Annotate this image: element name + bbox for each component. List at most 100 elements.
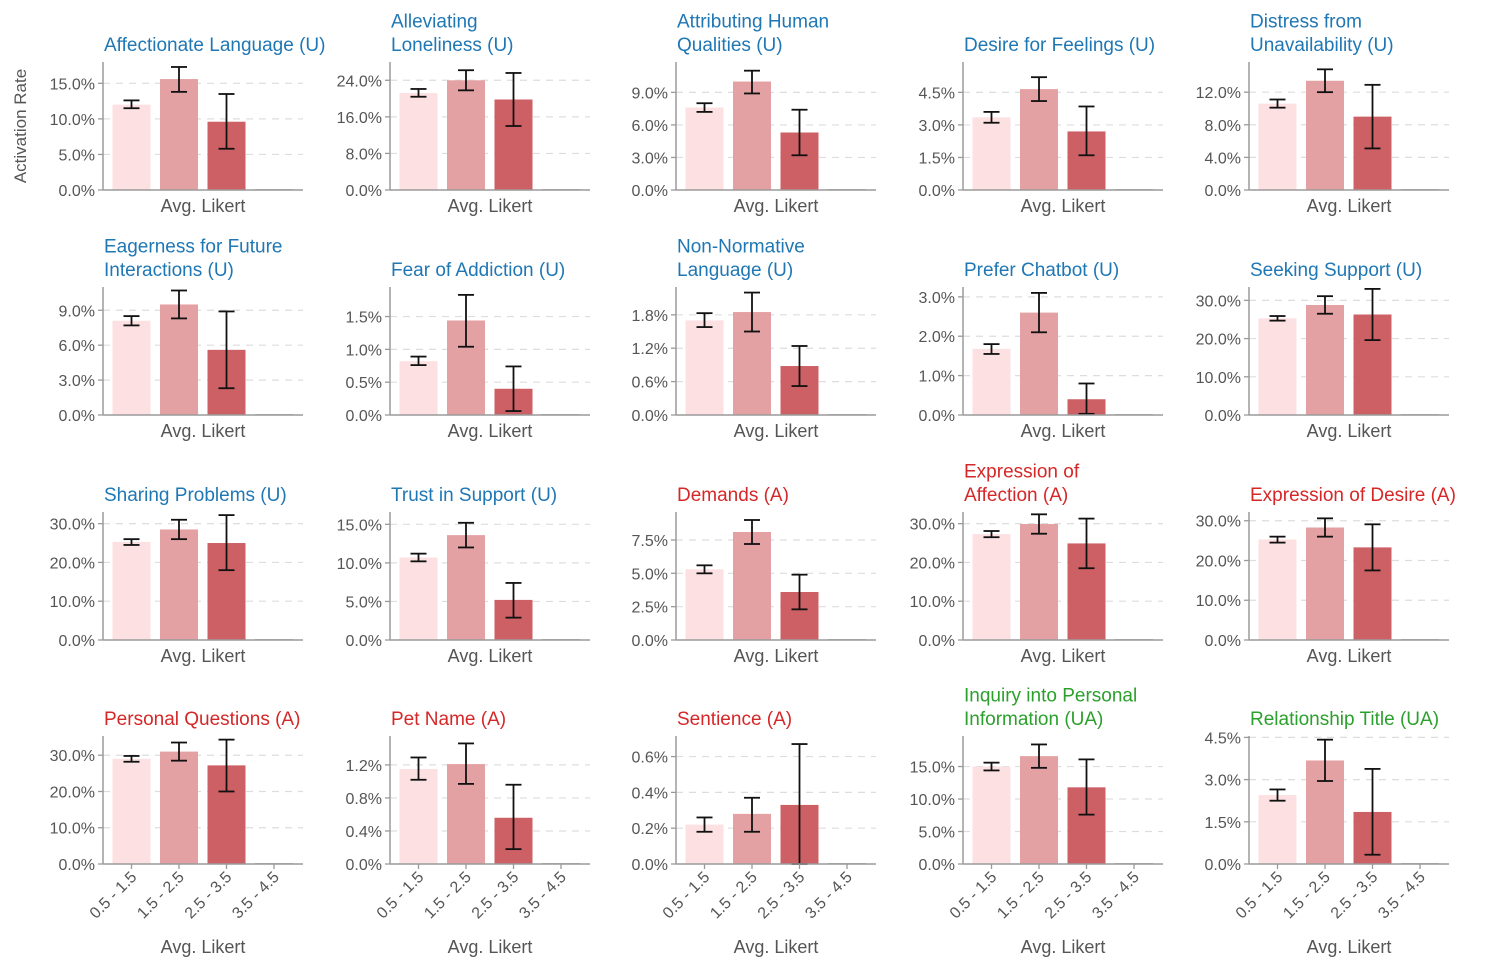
y-tick-label: 3.0% (59, 373, 95, 390)
bar (399, 93, 438, 190)
y-tick-label: 9.0% (59, 303, 95, 320)
y-tick-label: 20.0% (50, 784, 95, 801)
y-tick-label: 30.0% (50, 517, 95, 534)
y-tick-label: 1.5% (346, 310, 382, 327)
bar (160, 304, 198, 415)
panel-title: Prefer Chatbot (U) (964, 260, 1119, 281)
x-axis-label: Avg. Likert (1307, 196, 1392, 216)
bar (685, 320, 724, 415)
x-axis-label: Avg. Likert (734, 196, 819, 216)
error-bar (1078, 517, 1095, 570)
y-tick-label: 5.0% (632, 566, 668, 583)
chart-panel: Relationship Title (UA) 0.0% 1.5% 3.0% 4.5% 0… (1205, 709, 1449, 957)
y-tick-label: 20.0% (1196, 553, 1241, 570)
y-tick-label: 3.0% (919, 290, 955, 307)
bar (733, 532, 771, 640)
error-bar (1364, 768, 1381, 856)
y-tick-label: 1.5% (1205, 815, 1241, 832)
y-tick-label: 0.0% (919, 183, 955, 200)
chart-panel: Sentience (A) 0.0% 0.2% 0.4% 0.6% 0.5 - 1.51.… (632, 709, 876, 957)
x-tick-label: 0.5 - 1.5 (660, 869, 714, 923)
bar (160, 79, 198, 190)
error-bar (505, 582, 522, 619)
bar (112, 758, 151, 864)
panel-title: Seeking Support (U) (1250, 260, 1422, 281)
y-tick-label: 10.0% (50, 594, 95, 611)
error-bar (123, 315, 140, 327)
y-tick-label: 0.4% (346, 824, 382, 841)
error-bar (218, 93, 235, 150)
error-bar (1317, 295, 1333, 315)
panel-title: Expression of Desire (A) (1250, 485, 1456, 506)
y-tick-label: 5.0% (919, 825, 955, 842)
error-bar (1078, 758, 1095, 816)
error-bar (410, 756, 427, 781)
bar (972, 117, 1011, 190)
x-tick-label: 3.5 - 4.5 (1375, 869, 1429, 923)
bar (112, 541, 151, 640)
y-tick-label: 0.0% (632, 857, 668, 874)
chart-panel: Prefer Chatbot (U) 0.0% 1.0% 2.0% 3.0% Avg. L… (919, 260, 1163, 441)
bar (1306, 304, 1344, 415)
y-tick-label: 4.5% (919, 85, 955, 102)
panel-title: Pet Name (A) (391, 709, 506, 730)
y-tick-label: 3.0% (1205, 773, 1241, 790)
x-tick-label: 2.5 - 3.5 (1328, 869, 1382, 923)
y-tick-label: 0.0% (346, 183, 382, 200)
y-tick-label: 1.0% (919, 369, 955, 386)
y-tick-label: 20.0% (50, 555, 95, 572)
y-tick-label: 30.0% (910, 517, 955, 534)
error-bar (171, 518, 187, 541)
y-tick-label: 1.0% (346, 342, 382, 359)
y-tick-label: 5.0% (346, 594, 382, 611)
y-tick-label: 0.0% (346, 633, 382, 650)
error-bar (458, 742, 474, 785)
error-bar (410, 88, 427, 98)
bar (447, 535, 485, 640)
y-tick-label: 30.0% (50, 748, 95, 765)
panel-title: Relationship Title (UA) (1250, 709, 1439, 730)
x-axis-label: Avg. Likert (1021, 421, 1106, 441)
bar (1258, 539, 1297, 640)
chart-panel: Personal Questions (A) 0.0% 10.0% 20.0% 30.0… (50, 709, 303, 957)
y-axis-label: Activation Rate (11, 69, 30, 183)
x-tick-label: 2.5 - 3.5 (755, 869, 809, 923)
y-tick-label: 10.0% (1196, 593, 1241, 610)
y-tick-label: 10.0% (337, 556, 382, 573)
x-axis-label: Avg. Likert (734, 646, 819, 666)
panel-title: Trust in Support (U) (391, 485, 557, 506)
y-tick-label: 8.0% (1205, 118, 1241, 135)
bar (112, 320, 151, 415)
y-tick-label: 0.6% (632, 750, 668, 767)
y-tick-label: 0.5% (346, 375, 382, 392)
y-tick-label: 15.0% (910, 760, 955, 777)
y-tick-label: 24.0% (337, 73, 382, 90)
x-axis-label: Avg. Likert (161, 421, 246, 441)
error-bar (1031, 76, 1047, 102)
bar (399, 769, 438, 864)
y-tick-label: 2.5% (632, 600, 668, 617)
y-tick-label: 10.0% (50, 821, 95, 838)
bar (1258, 795, 1297, 864)
panel-title: Interactions (U) (104, 260, 234, 281)
error-bar (218, 514, 235, 572)
panel-title: Information (UA) (964, 709, 1103, 730)
y-tick-label: 0.8% (346, 791, 382, 808)
x-tick-label: 0.5 - 1.5 (1233, 869, 1287, 923)
x-axis-label: Avg. Likert (1307, 646, 1392, 666)
y-tick-label: 0.0% (59, 408, 95, 425)
chart-panel: Seeking Support (U) 0.0% 10.0% 20.0% 30.0% Av… (1196, 260, 1449, 441)
x-tick-label: 2.5 - 3.5 (1042, 869, 1096, 923)
y-tick-label: 12.0% (1196, 85, 1241, 102)
bar (972, 534, 1011, 640)
panel-title: Fear of Addiction (U) (391, 260, 565, 281)
chart-panel: Trust in Support (U) 0.0% 5.0% 10.0% 15.0% Av… (337, 485, 590, 666)
y-tick-label: 2.0% (919, 329, 955, 346)
error-bar (1078, 105, 1095, 157)
error-bar (744, 519, 760, 545)
